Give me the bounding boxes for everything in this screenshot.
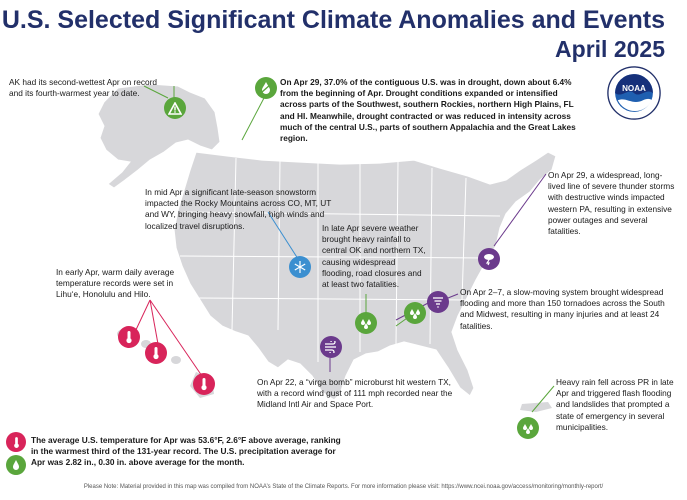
heavy-rain-icon <box>355 312 377 334</box>
flood-icon <box>404 302 426 324</box>
wind-icon <box>320 336 342 358</box>
alaska-shape <box>97 83 221 189</box>
map-title: U.S. Selected Significant Climate Anomal… <box>1 6 665 34</box>
heavy-rain-icon <box>517 417 539 439</box>
thermometer-icon <box>193 373 215 395</box>
note-hawaii: In early Apr, warm daily average tempera… <box>56 267 175 300</box>
note-snowstorm: In mid Apr a significant late-season sno… <box>145 187 332 231</box>
thunderstorm-icon <box>478 248 500 270</box>
note-tornado-outbreak: On Apr 2–7, a slow-moving system brought… <box>460 287 665 331</box>
state-borders <box>179 157 541 362</box>
source-footnote: Please Note: Material provided in this m… <box>83 484 604 490</box>
noaa-logo-text: NOAA <box>622 84 646 93</box>
note-pennsylvania-thunderstorms: On Apr 29, a widespread, long-lived line… <box>548 170 675 237</box>
warning-icon <box>164 97 186 119</box>
tornado-icon <box>427 291 449 313</box>
thermometer-icon <box>145 342 167 364</box>
thermometer-icon <box>6 432 26 452</box>
note-alaska: AK had its second-wettest Apr on record … <box>9 77 158 99</box>
noaa-logo: NOAA <box>607 66 661 120</box>
precipitation-icon <box>6 455 26 475</box>
note-oklahoma-texas-rain: In late Apr severe weather brought heavy… <box>322 223 426 290</box>
note-national-summary: The average U.S. temperature for Apr was… <box>31 435 341 468</box>
map-subtitle-month: April 2025 <box>555 36 665 62</box>
note-puerto-rico: Heavy rain fell across PR in late Apr an… <box>556 377 674 432</box>
snowflake-icon <box>289 256 311 278</box>
note-virga-bomb: On Apr 22, a “virga bomb” microburst hit… <box>257 377 453 410</box>
title-block: U.S. Selected Significant Climate Anomal… <box>2 6 665 63</box>
thermometer-icon <box>118 326 140 348</box>
drought-icon <box>255 77 277 99</box>
note-drought: On Apr 29, 37.0% of the contiguous U.S. … <box>280 77 576 144</box>
